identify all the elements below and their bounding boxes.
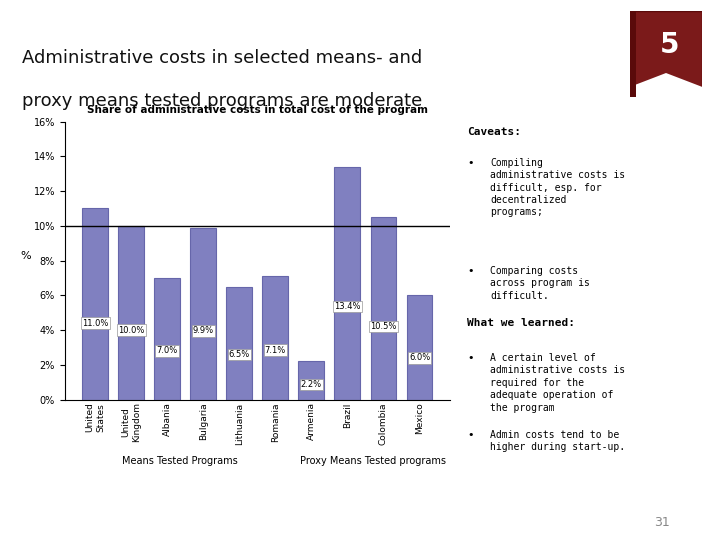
Text: 13.4%: 13.4% xyxy=(334,302,361,311)
Y-axis label: %: % xyxy=(20,251,30,260)
Text: 10.0%: 10.0% xyxy=(118,326,145,335)
Text: 11.0%: 11.0% xyxy=(82,319,109,328)
Bar xyxy=(154,278,180,400)
Polygon shape xyxy=(630,73,702,97)
Title: Share of administrative costs in total cost of the program: Share of administrative costs in total c… xyxy=(87,105,428,115)
Text: Caveats:: Caveats: xyxy=(467,126,521,137)
Text: Comparing costs
across program is
difficult.: Comparing costs across program is diffic… xyxy=(490,266,590,301)
Text: •: • xyxy=(467,158,474,168)
Bar xyxy=(335,167,361,400)
FancyBboxPatch shape xyxy=(630,11,636,97)
Text: What we learned:: What we learned: xyxy=(467,318,575,328)
Text: 7.0%: 7.0% xyxy=(157,347,178,355)
Text: Compiling
administrative costs is
difficult, esp. for
decentralized
programs;: Compiling administrative costs is diffic… xyxy=(490,158,626,218)
Text: •: • xyxy=(467,353,474,363)
Bar xyxy=(299,361,325,400)
Text: 2.2%: 2.2% xyxy=(301,380,322,389)
Text: Admin costs tend to be
higher during start-up.: Admin costs tend to be higher during sta… xyxy=(490,430,626,452)
Bar xyxy=(263,276,289,400)
Text: 31: 31 xyxy=(654,516,670,529)
Text: proxy means tested programs are moderate: proxy means tested programs are moderate xyxy=(22,92,422,110)
Text: 5: 5 xyxy=(660,31,680,59)
Bar xyxy=(190,227,216,400)
Bar xyxy=(82,208,108,400)
Text: •: • xyxy=(467,266,474,276)
Bar xyxy=(407,295,433,400)
Text: 6.5%: 6.5% xyxy=(229,350,250,359)
Text: A certain level of
administrative costs is
required for the
adequate operation o: A certain level of administrative costs … xyxy=(490,353,626,413)
Text: 6.0%: 6.0% xyxy=(409,353,430,362)
Text: 7.1%: 7.1% xyxy=(265,346,286,355)
Bar xyxy=(226,287,252,400)
Text: 9.9%: 9.9% xyxy=(193,326,214,335)
Text: •: • xyxy=(467,430,474,440)
Text: Proxy Means Tested programs: Proxy Means Tested programs xyxy=(300,456,446,467)
Bar xyxy=(371,217,397,400)
FancyBboxPatch shape xyxy=(630,11,702,87)
Text: Means Tested Programs: Means Tested Programs xyxy=(122,456,238,467)
Text: 10.5%: 10.5% xyxy=(370,322,397,331)
Bar xyxy=(118,226,144,400)
Text: Administrative costs in selected means- and: Administrative costs in selected means- … xyxy=(22,49,422,66)
